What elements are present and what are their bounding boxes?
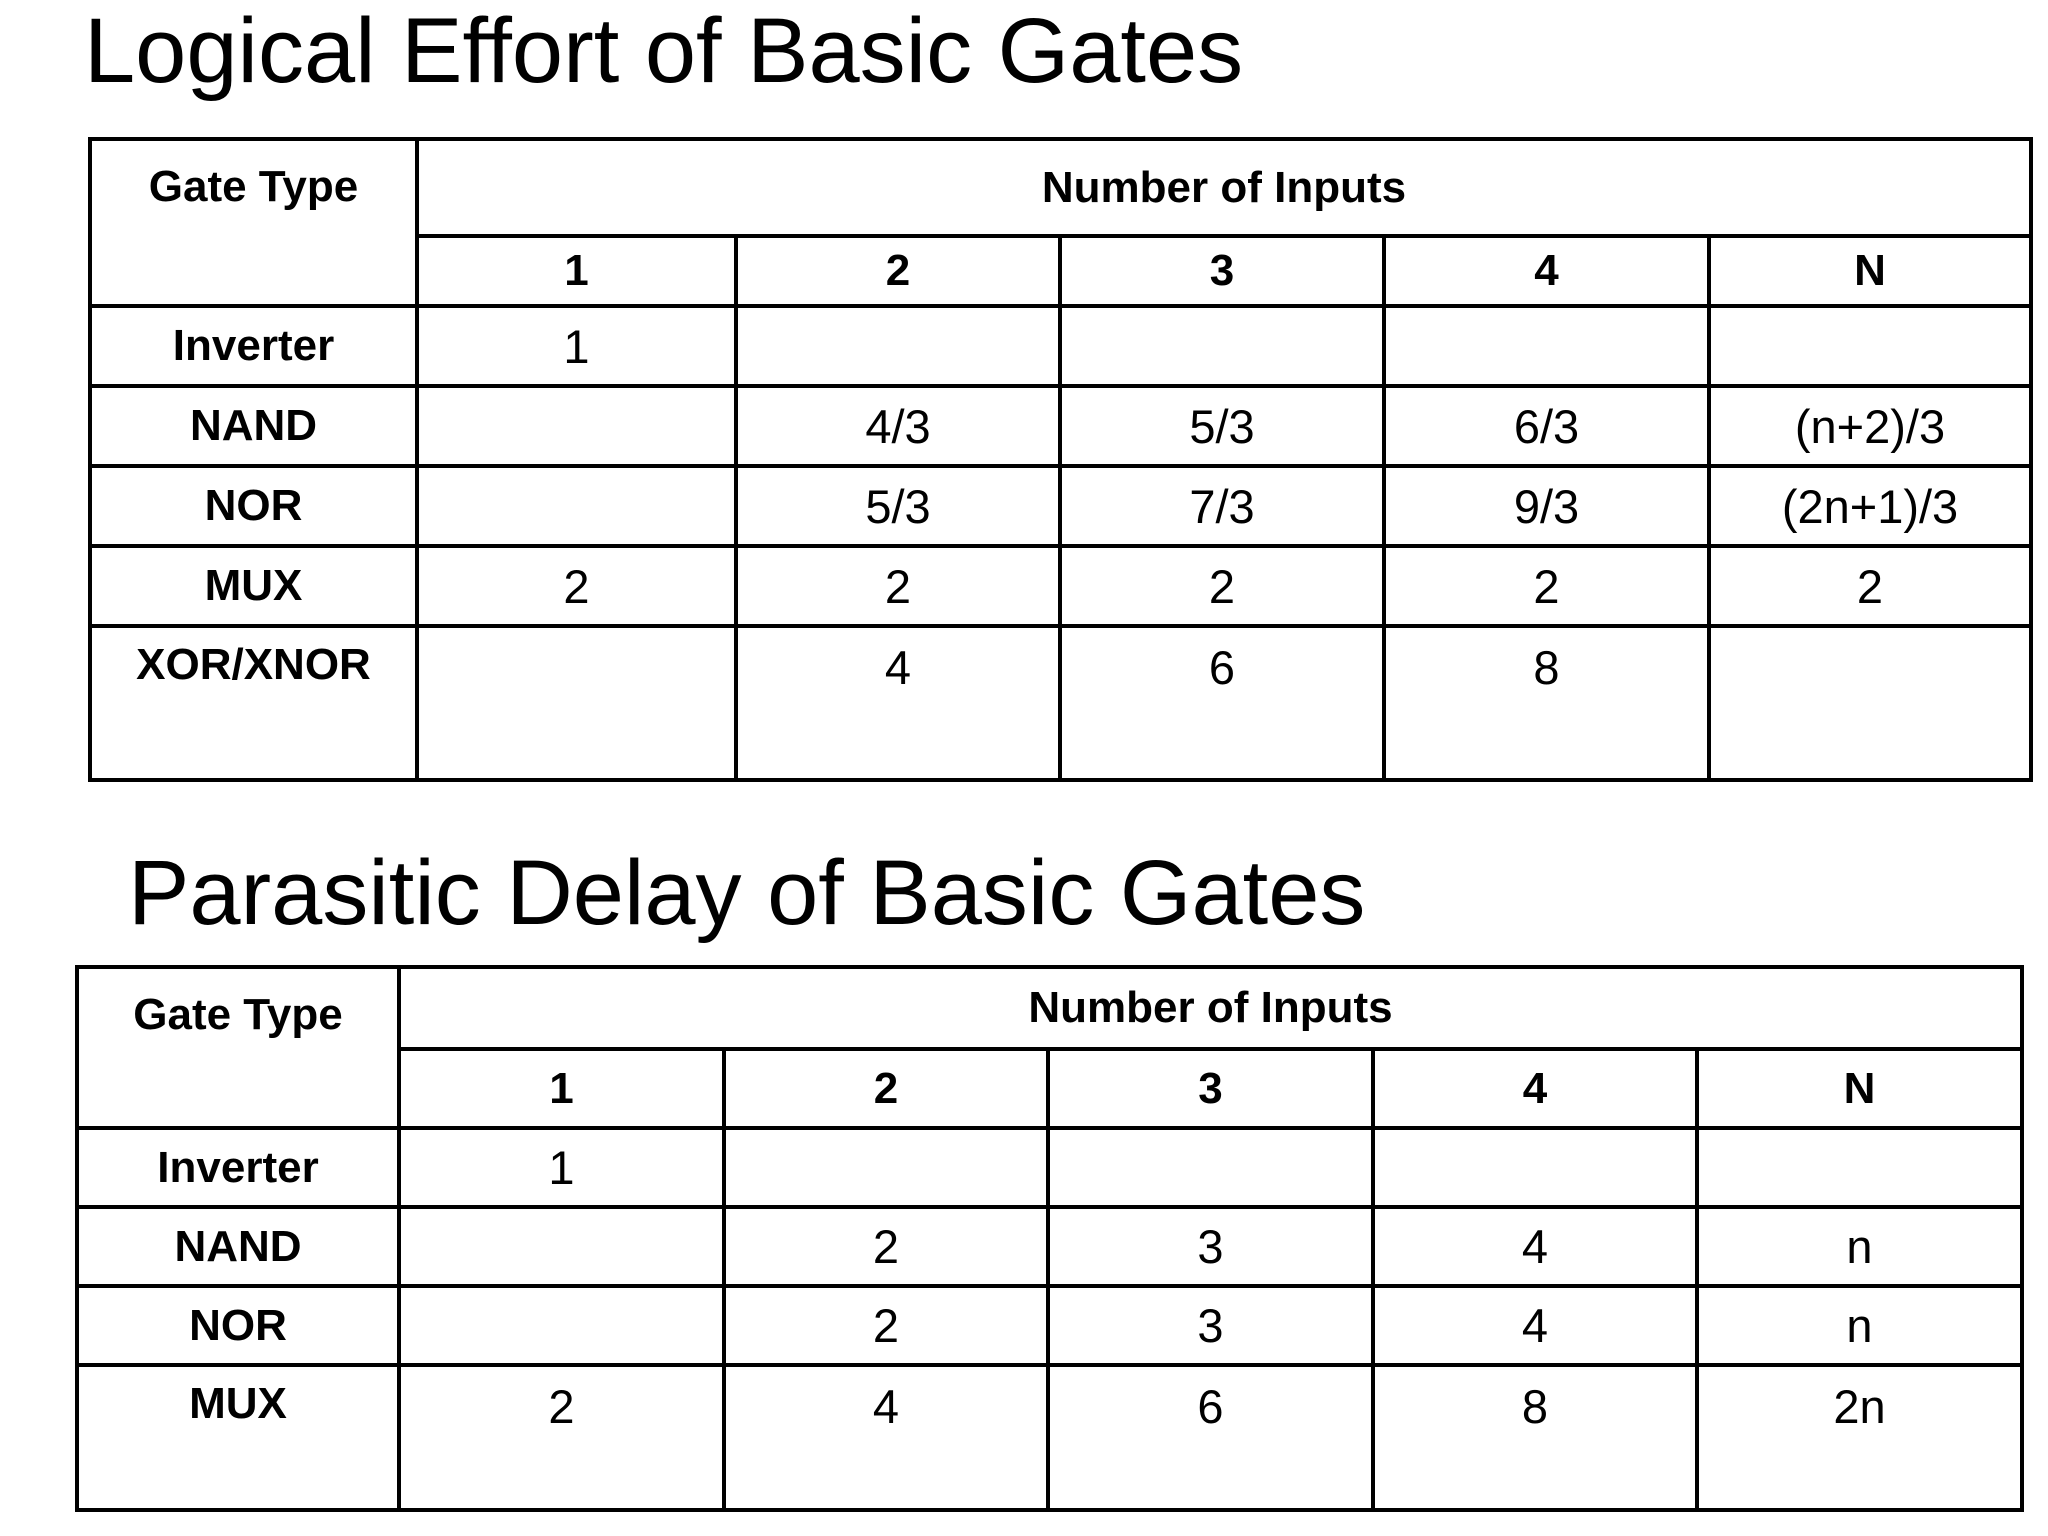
table-row: NAND 2 3 4 n	[77, 1207, 2022, 1286]
table-cell: 8	[1373, 1365, 1697, 1510]
table-cell: (2n+1)/3	[1709, 466, 2031, 546]
row-label-inverter: Inverter	[90, 306, 417, 386]
column-header-3: 3	[1048, 1049, 1373, 1128]
gate-type-header: Gate Type	[77, 967, 399, 1128]
table-cell: 4	[736, 626, 1060, 780]
table-cell: 2	[1060, 546, 1384, 626]
table-cell: 5/3	[736, 466, 1060, 546]
number-of-inputs-header: Number of Inputs	[417, 139, 2031, 236]
number-of-inputs-header: Number of Inputs	[399, 967, 2022, 1049]
row-label-nor: NOR	[90, 466, 417, 546]
column-header-4: 4	[1384, 236, 1709, 306]
table-row: MUX 2 4 6 8 2n	[77, 1365, 2022, 1510]
table-cell: 2n	[1697, 1365, 2022, 1510]
table-cell	[724, 1128, 1048, 1207]
row-label-nor: NOR	[77, 1286, 399, 1365]
row-label-xor-xnor: XOR/XNOR	[90, 626, 417, 780]
table-cell: 2	[417, 546, 736, 626]
table-cell	[1384, 306, 1709, 386]
table-subheader-row: 1 2 3 4 N	[90, 236, 2031, 306]
parasitic-delay-title: Parasitic Delay of Basic Gates	[128, 842, 1366, 944]
table-cell: (n+2)/3	[1709, 386, 2031, 466]
column-header-2: 2	[724, 1049, 1048, 1128]
table-cell: 6	[1060, 626, 1384, 780]
table-header-row: Gate Type Number of Inputs	[77, 967, 2022, 1128]
table-row: Inverter 1	[77, 1128, 2022, 1207]
table-cell: 9/3	[1384, 466, 1709, 546]
table-subheader-row: 1 2 3 4 N	[77, 1049, 2022, 1128]
table-cell: 2	[724, 1207, 1048, 1286]
table-cell	[1060, 306, 1384, 386]
table-row: NOR 2 3 4 n	[77, 1286, 2022, 1365]
table-cell: 1	[417, 306, 736, 386]
table-cell	[1373, 1128, 1697, 1207]
table-cell	[1709, 626, 2031, 780]
column-header-2: 2	[736, 236, 1060, 306]
table-cell	[399, 1207, 724, 1286]
row-label-mux: MUX	[90, 546, 417, 626]
table-row: NAND 4/3 5/3 6/3 (n+2)/3	[90, 386, 2031, 466]
logical-effort-title: Logical Effort of Basic Gates	[84, 0, 1244, 102]
table-cell	[417, 386, 736, 466]
table-cell: 3	[1048, 1207, 1373, 1286]
table-cell	[1048, 1128, 1373, 1207]
table-cell	[399, 1286, 724, 1365]
table-cell: 4	[1373, 1207, 1697, 1286]
table-cell: 4/3	[736, 386, 1060, 466]
table-cell: n	[1697, 1286, 2022, 1365]
table-cell	[736, 306, 1060, 386]
column-header-1: 1	[399, 1049, 724, 1128]
table-cell: 5/3	[1060, 386, 1384, 466]
column-header-1: 1	[417, 236, 736, 306]
table-cell: 3	[1048, 1286, 1373, 1365]
table-cell: 2	[399, 1365, 724, 1510]
table-cell: 2	[1384, 546, 1709, 626]
table-cell	[417, 466, 736, 546]
table-row: MUX 2 2 2 2 2	[90, 546, 2031, 626]
table-cell	[417, 626, 736, 780]
column-header-3: 3	[1060, 236, 1384, 306]
table-cell: 6/3	[1384, 386, 1709, 466]
table-row: NOR 5/3 7/3 9/3 (2n+1)/3	[90, 466, 2031, 546]
column-header-4: 4	[1373, 1049, 1697, 1128]
gate-type-header: Gate Type	[90, 139, 417, 306]
table-row: XOR/XNOR 4 6 8	[90, 626, 2031, 780]
table-cell: n	[1697, 1207, 2022, 1286]
row-label-nand: NAND	[77, 1207, 399, 1286]
table-cell: 7/3	[1060, 466, 1384, 546]
row-label-mux: MUX	[77, 1365, 399, 1510]
table-cell: 8	[1384, 626, 1709, 780]
table-cell: 4	[724, 1365, 1048, 1510]
table-header-row: Gate Type Number of Inputs	[90, 139, 2031, 306]
table-cell: 2	[736, 546, 1060, 626]
logical-effort-table: Gate Type Number of Inputs 1 2 3 4 N Inv…	[88, 137, 2033, 782]
row-label-inverter: Inverter	[77, 1128, 399, 1207]
table-cell	[1697, 1128, 2022, 1207]
table-cell: 2	[724, 1286, 1048, 1365]
table-row: Inverter 1	[90, 306, 2031, 386]
table-cell: 4	[1373, 1286, 1697, 1365]
column-header-n: N	[1709, 236, 2031, 306]
table-cell: 6	[1048, 1365, 1373, 1510]
column-header-n: N	[1697, 1049, 2022, 1128]
table-cell: 2	[1709, 546, 2031, 626]
row-label-nand: NAND	[90, 386, 417, 466]
parasitic-delay-table: Gate Type Number of Inputs 1 2 3 4 N Inv…	[75, 965, 2024, 1512]
table-cell	[1709, 306, 2031, 386]
table-cell: 1	[399, 1128, 724, 1207]
